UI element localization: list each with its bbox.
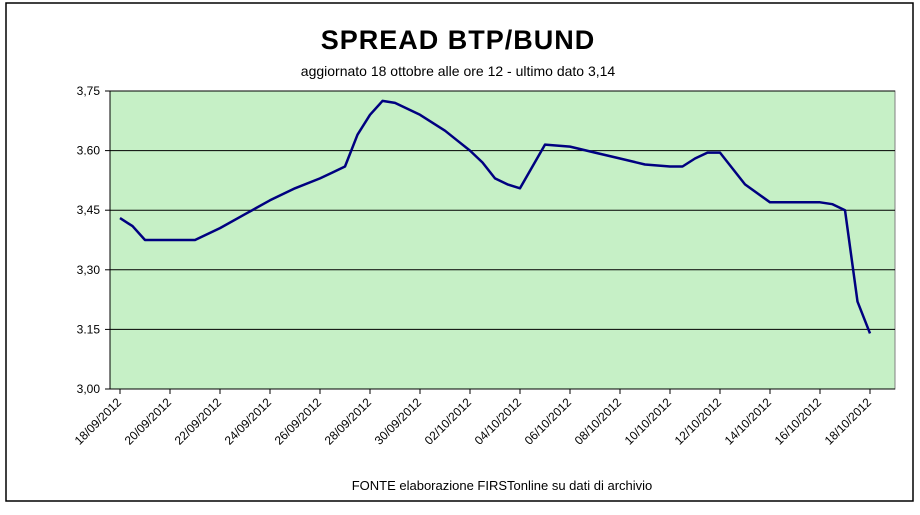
series-line bbox=[119, 99, 872, 334]
y-tick-label: 3,45 bbox=[77, 203, 101, 217]
y-axis: 3,00 3.15 3,30 3,45 3.60 3,75 bbox=[77, 84, 111, 396]
y-tick-label: 3,75 bbox=[77, 84, 101, 98]
chart-title: SPREAD BTP/BUND bbox=[321, 25, 596, 55]
series-layer bbox=[119, 99, 872, 334]
chart-source-note: FONTE elaborazione FIRSTonline su dati d… bbox=[352, 478, 653, 493]
y-tick-label: 3.60 bbox=[77, 144, 101, 158]
y-tick-label: 3.15 bbox=[77, 322, 101, 336]
y-tick-label: 3,00 bbox=[77, 382, 101, 396]
chart-subtitle: aggiornato 18 ottobre alle ore 12 - ulti… bbox=[301, 63, 616, 79]
plot-area bbox=[109, 90, 896, 390]
y-tick-label: 3,30 bbox=[77, 263, 101, 277]
grid-lines bbox=[110, 90, 895, 330]
